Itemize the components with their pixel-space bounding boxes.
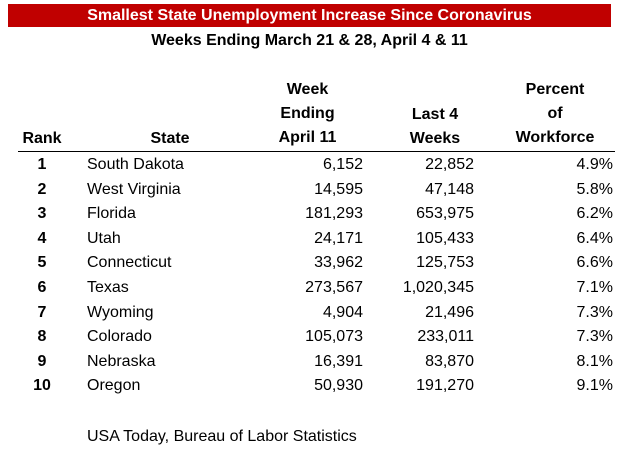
cell-last-4-weeks: 21,496 [425,303,474,321]
table-row: 10 Oregon 50,930 191,270 9.1% [0,374,619,399]
header-rank: Rank [18,127,66,151]
source-note: USA Today, Bureau of Labor Statistics [87,428,357,445]
cell-week-ending: 14,595 [314,180,363,198]
cell-state: Colorado [87,328,152,346]
cell-rank: 9 [37,352,47,370]
header-pct-line-1: Percent [525,81,585,98]
cell-state: Utah [87,229,121,247]
cell-state: South Dakota [87,156,184,173]
header-rank-label: Rank [22,130,62,147]
cell-last-4-weeks: 233,011 [417,328,474,346]
cell-week-ending: 16,391 [314,352,363,370]
cell-last-4-weeks: 83,870 [425,352,474,370]
cell-rank: 8 [37,328,47,346]
table-row: 2 West Virginia 14,595 47,148 5.8% [0,178,619,203]
cell-rank: 4 [37,229,47,247]
cell-last-4-weeks: 47,148 [425,180,474,198]
table-subtitle: Weeks Ending March 21 & 28, April 4 & 11 [151,32,468,49]
header-pct-line-3: Workforce [515,129,595,146]
cell-last-4-weeks: 105,433 [416,229,474,247]
cell-week-ending: 105,073 [305,328,363,346]
cell-percent-workforce: 6.2% [576,205,613,223]
cell-percent-workforce: 8.1% [576,352,613,370]
cell-state: West Virginia [87,180,181,198]
cell-percent-workforce: 9.1% [576,377,613,395]
header-week-line-1: Week [286,81,329,98]
cell-week-ending: 6,152 [322,156,363,173]
table-title: Smallest State Unemployment Increase Sin… [8,4,611,27]
cell-week-ending: 24,171 [314,229,363,247]
header-last-line-2: Weeks [409,130,461,147]
cell-state: Wyoming [87,303,154,321]
cell-last-4-weeks: 1,020,345 [402,278,474,296]
cell-last-4-weeks: 22,852 [425,156,474,173]
cell-rank: 1 [37,156,47,173]
cell-rank: 7 [37,303,47,321]
cell-percent-workforce: 7.3% [576,303,613,321]
cell-week-ending: 4,904 [322,303,363,321]
header-week-ending: Week Ending April 11 [255,78,360,150]
table-row: 7 Wyoming 4,904 21,496 7.3% [0,301,619,326]
header-last-4-weeks: Last 4 Weeks [395,103,475,151]
cell-last-4-weeks: 125,753 [416,254,474,272]
header-pct-line-2: of [547,105,563,122]
cell-week-ending: 273,567 [305,278,363,296]
cell-last-4-weeks: 191,270 [416,377,474,395]
header-week-line-3: April 11 [278,129,337,146]
cell-state: Florida [87,205,136,223]
header-percent-workforce: Percent of Workforce [505,78,605,150]
header-last-line-1: Last 4 [411,106,459,123]
cell-state: Connecticut [87,254,172,272]
table-row: 3 Florida 181,293 653,975 6.2% [0,202,619,227]
cell-week-ending: 181,293 [305,205,363,223]
cell-last-4-weeks: 653,975 [416,205,474,223]
cell-state: Texas [87,278,129,296]
header-state: State [120,127,220,151]
cell-percent-workforce: 5.8% [576,180,613,198]
header-divider [18,151,615,152]
table-row: 9 Nebraska 16,391 83,870 8.1% [0,350,619,375]
cell-week-ending: 50,930 [314,377,363,395]
cell-percent-workforce: 7.3% [576,328,613,346]
header-state-label: State [150,130,190,147]
cell-percent-workforce: 6.6% [576,254,613,272]
cell-percent-workforce: 4.9% [576,156,613,173]
cell-state: Oregon [87,377,141,395]
cell-percent-workforce: 7.1% [576,278,613,296]
cell-percent-workforce: 6.4% [576,229,613,247]
cell-rank: 5 [37,254,47,272]
table-row: 6 Texas 273,567 1,020,345 7.1% [0,276,619,301]
cell-rank: 3 [37,205,47,223]
table-row: 1 South Dakota 6,152 22,852 4.9% [0,153,619,178]
table-row: 8 Colorado 105,073 233,011 7.3% [0,325,619,350]
table-row: 5 Connecticut 33,962 125,753 6.6% [0,251,619,276]
table-row: 4 Utah 24,171 105,433 6.4% [0,227,619,252]
header-week-line-2: Ending [280,105,335,122]
cell-rank: 2 [37,180,47,198]
cell-rank: 6 [37,278,47,296]
cell-state: Nebraska [87,352,156,370]
table-body: 1 South Dakota 6,152 22,852 4.9% 2 West Virgin… [0,153,619,399]
cell-rank: 10 [33,377,51,395]
cell-week-ending: 33,962 [314,254,363,272]
